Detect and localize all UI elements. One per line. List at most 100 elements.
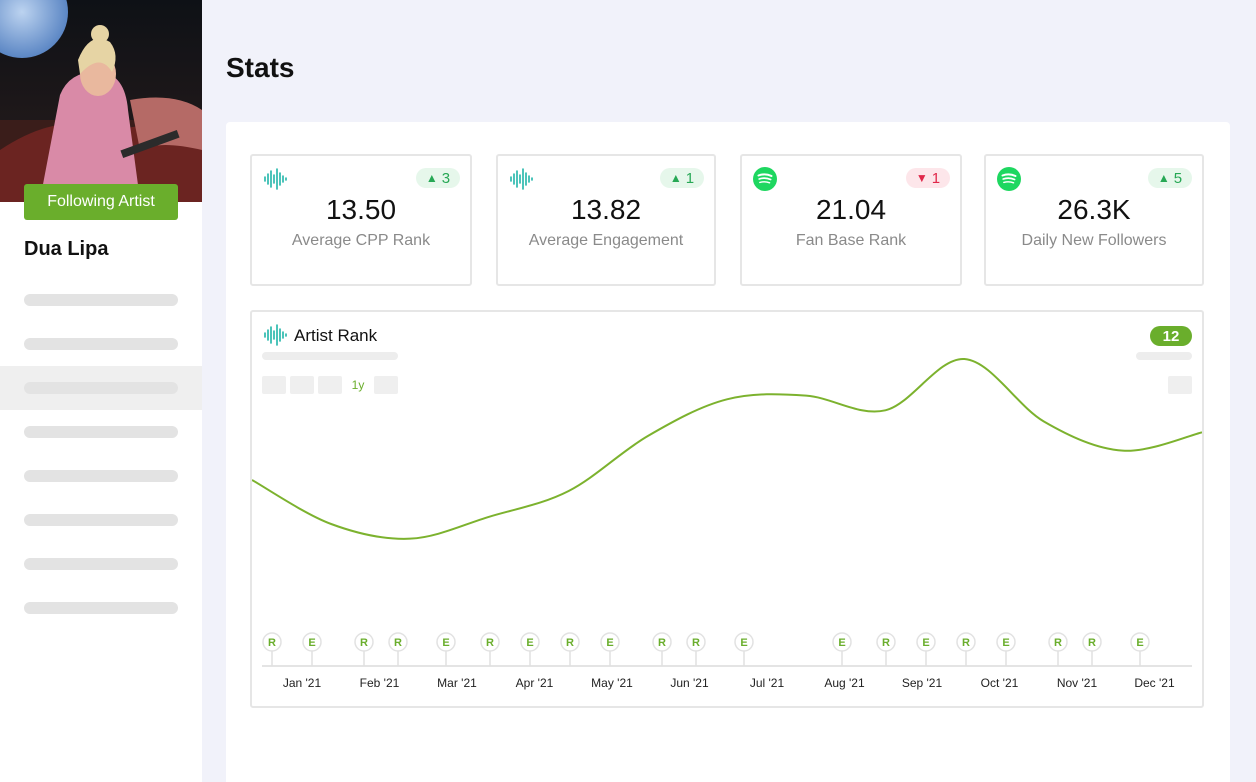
chart-options-button[interactable] — [1168, 376, 1192, 394]
change-value: 5 — [1173, 169, 1183, 187]
stat-card-average-engagement: ▲ 1 13.82 Average Engagement — [496, 154, 716, 286]
change-badge: ▲ 5 — [1148, 168, 1192, 188]
x-tick-label: Nov '21 — [1057, 676, 1098, 690]
range-button[interactable] — [290, 376, 314, 394]
data-point — [646, 434, 650, 438]
svg-text:R: R — [1088, 637, 1096, 649]
svg-text:R: R — [268, 637, 276, 649]
event-marker[interactable]: E — [600, 632, 620, 666]
svg-text:R: R — [566, 637, 574, 649]
stat-card-fan-base-rank: ▼ 1 21.04 Fan Base Rank — [740, 154, 962, 286]
sidebar-item-placeholder — [24, 558, 178, 570]
release-marker[interactable]: R — [876, 632, 896, 666]
data-point — [1042, 419, 1046, 423]
stat-value: 13.82 — [570, 194, 642, 225]
release-marker[interactable]: R — [956, 632, 976, 666]
svg-text:E: E — [922, 637, 929, 649]
svg-text:E: E — [838, 637, 845, 649]
arrow-down-icon: ▼ — [915, 171, 928, 185]
stat-label: Daily New Followers — [1021, 232, 1167, 249]
x-tick-label: Jun '21 — [670, 676, 709, 690]
data-point — [567, 489, 571, 493]
event-marker[interactable]: E — [1130, 632, 1150, 666]
svg-text:R: R — [882, 637, 890, 649]
sidebar-item-3-active[interactable] — [0, 366, 202, 410]
sidebar-item-2[interactable] — [0, 322, 202, 366]
x-tick-label: Jul '21 — [750, 676, 785, 690]
event-marker[interactable]: E — [734, 632, 754, 666]
sidebar-item-placeholder — [24, 294, 178, 306]
data-point — [804, 394, 808, 398]
release-marker[interactable]: R — [480, 632, 500, 666]
release-marker[interactable]: R — [560, 632, 580, 666]
data-point — [883, 408, 887, 412]
data-point — [1121, 449, 1125, 453]
sidebar-item-1[interactable] — [0, 278, 202, 322]
stat-card-daily-new-followers: ▲ 5 26.3K Daily New Followers — [984, 154, 1204, 286]
x-tick-label: Sep '21 — [902, 676, 943, 690]
spotify-icon — [997, 167, 1021, 191]
range-button-1y[interactable]: 1y — [346, 376, 370, 394]
event-marker[interactable]: E — [520, 632, 540, 666]
artist-rank-line — [252, 357, 1202, 540]
event-marker[interactable]: E — [996, 632, 1016, 666]
svg-text:R: R — [486, 637, 494, 649]
sidebar-item-placeholder — [24, 382, 178, 394]
change-badge: ▼ 1 — [906, 168, 950, 188]
svg-text:R: R — [1054, 637, 1062, 649]
stat-value: 13.50 — [325, 194, 397, 225]
artist-photo — [0, 0, 202, 202]
data-point — [488, 515, 492, 519]
subtitle-placeholder — [262, 352, 398, 360]
range-button[interactable] — [374, 376, 398, 394]
stat-value: 26.3K — [1057, 194, 1131, 225]
stat-card-average-cpp-rank: ▲ 3 13.50 Average CPP Rank — [250, 154, 472, 286]
svg-text:E: E — [1002, 637, 1009, 649]
svg-text:R: R — [394, 637, 402, 649]
release-marker[interactable]: R — [354, 632, 374, 666]
range-button[interactable] — [318, 376, 342, 394]
page-title: Stats — [226, 52, 295, 83]
subtitle-placeholder — [1136, 352, 1192, 360]
sidebar-item-placeholder — [24, 514, 178, 526]
x-tick-label: Jan '21 — [283, 676, 322, 690]
sidebar: Following Artist Dua Lipa — [0, 0, 202, 782]
release-marker[interactable]: R — [686, 632, 706, 666]
sidebar-item-placeholder — [24, 338, 178, 350]
sidebar-item-6[interactable] — [0, 498, 202, 542]
release-marker[interactable]: R — [1048, 632, 1068, 666]
release-marker[interactable]: R — [652, 632, 672, 666]
arrow-up-icon: ▲ — [1157, 171, 1170, 185]
sidebar-item-4[interactable] — [0, 410, 202, 454]
data-point — [329, 522, 333, 526]
event-marker[interactable]: E — [916, 632, 936, 666]
range-button[interactable] — [262, 376, 286, 394]
svg-text:R: R — [962, 637, 970, 649]
x-tick-label: Feb '21 — [360, 676, 400, 690]
change-value: 3 — [441, 169, 451, 187]
soundwave-icon — [264, 168, 287, 190]
soundwave-icon — [264, 324, 287, 346]
soundwave-icon — [510, 168, 533, 190]
release-marker[interactable]: R — [388, 632, 408, 666]
sidebar-item-7[interactable] — [0, 542, 202, 586]
change-badge: ▲ 1 — [660, 168, 704, 188]
change-value: 1 — [931, 169, 941, 187]
event-marker[interactable]: E — [436, 632, 456, 666]
x-tick-label: Mar '21 — [437, 676, 477, 690]
svg-text:E: E — [1136, 637, 1143, 649]
chart-title: Artist Rank — [294, 326, 378, 345]
release-marker[interactable]: R — [1082, 632, 1102, 666]
x-tick-label: Aug '21 — [824, 676, 865, 690]
svg-text:E: E — [740, 637, 747, 649]
sidebar-item-placeholder — [24, 470, 178, 482]
data-point — [725, 397, 729, 401]
event-marker[interactable]: E — [302, 632, 322, 666]
following-artist-button[interactable]: Following Artist — [24, 184, 178, 220]
release-marker[interactable]: R — [262, 632, 282, 666]
sidebar-item-8[interactable] — [0, 586, 202, 630]
sidebar-item-5[interactable] — [0, 454, 202, 498]
svg-text:E: E — [526, 637, 533, 649]
event-marker[interactable]: E — [832, 632, 852, 666]
svg-text:R: R — [360, 637, 368, 649]
